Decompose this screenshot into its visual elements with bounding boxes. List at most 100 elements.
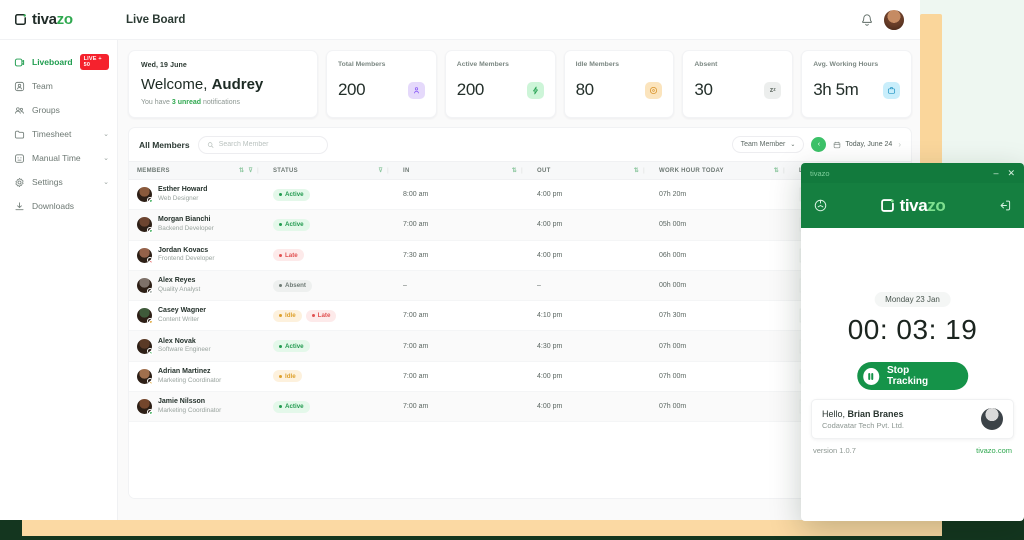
member-name: Esther Howard — [158, 186, 208, 194]
members-table: MEMBERS ⇅ ⊽ | STATUS ⊽ | IN ⇅ | OUT ⇅ | WORK HOU… — [129, 161, 911, 423]
cell-work-hour: 07h 00m — [651, 391, 791, 423]
timesheet-icon — [14, 130, 25, 139]
sidebar-item-liveboard[interactable]: Liveboard LIVE + 50 — [0, 50, 117, 74]
column-label: WORK HOUR TODAY — [659, 167, 724, 174]
avatar[interactable] — [137, 338, 153, 355]
stop-tracking-button[interactable]: Stop Tracking — [856, 362, 969, 390]
team-member-select[interactable]: Team Member ⌄ — [731, 136, 805, 153]
chevron-down-icon: ⌄ — [103, 131, 109, 138]
status-badge-label: Active — [285, 403, 304, 411]
widget-logo-text: tivazo — [899, 195, 946, 215]
column-tools[interactable]: ⊽ | — [378, 167, 389, 175]
sidebar-item-timesheet[interactable]: Timesheet ⌄ — [0, 122, 117, 146]
sidebar-item-manual-time[interactable]: Manual Time ⌄ — [0, 146, 117, 170]
presence-dot — [149, 320, 153, 325]
status-badge: Absent — [273, 279, 312, 292]
widget-titlebar[interactable]: tivazo – ✕ — [801, 163, 1024, 183]
avatar[interactable] — [137, 217, 153, 234]
cell-in: 7:00 am — [395, 361, 529, 393]
stop-tracking-label: Stop Tracking — [887, 365, 929, 387]
column-header-work-hour-today[interactable]: WORK HOUR TODAY ⇅ | — [651, 161, 791, 180]
chevron-down-icon: ⌄ — [790, 142, 796, 148]
stat-label: Absent — [694, 61, 718, 68]
avatar[interactable] — [137, 399, 153, 416]
top-bar-actions — [860, 9, 920, 30]
cell-out: 4:00 pm — [529, 209, 651, 241]
settings-gear-icon — [15, 177, 24, 187]
sidebar-item-team[interactable]: Team — [0, 74, 117, 98]
download-icon — [15, 201, 24, 210]
cell-out: 4:10 pm — [529, 300, 651, 332]
avatar[interactable] — [884, 9, 904, 30]
welcome-subtitle: You have 3 unread notifications — [141, 99, 305, 106]
close-icon[interactable]: ✕ — [1007, 167, 1015, 178]
sidebar-item-label: Liveboard — [32, 57, 73, 67]
member-role: Frontend Developer — [158, 255, 215, 263]
avatar[interactable] — [137, 247, 153, 264]
table-row[interactable]: Morgan Bianchi Backend Developer Active 7:0… — [129, 209, 911, 241]
status-badge: Active — [273, 400, 310, 413]
cell-in: 7:00 am — [395, 391, 529, 423]
logo-icon — [880, 199, 894, 212]
chevron-down-icon: ⌄ — [103, 155, 109, 162]
date-selector-label: Today, June 24 — [845, 141, 893, 148]
member-name: Alex Novak — [158, 337, 196, 345]
column-label: MEMBERS — [137, 167, 170, 174]
app-logo[interactable]: tivazo — [0, 11, 118, 28]
cell-work-hour: 06h 00m — [651, 240, 791, 271]
calendar-icon — [834, 141, 841, 148]
column-header-members[interactable]: MEMBERS ⇅ ⊽ | — [129, 161, 265, 180]
table-row[interactable]: Jamie Nilsson Marketing Coordinator Active… — [129, 391, 911, 423]
widget-logo: tivazo — [801, 196, 1024, 216]
column-label: IN — [403, 167, 410, 174]
column-header-status[interactable]: STATUS ⊽ | — [265, 161, 395, 180]
column-tools[interactable]: ⇅ | — [773, 167, 785, 175]
sidebar-item-settings[interactable]: Settings ⌄ — [0, 170, 117, 194]
pause-icon — [862, 367, 880, 385]
live-badge: LIVE + 50 — [79, 54, 109, 70]
status-badge: Idle — [273, 309, 302, 322]
column-tools[interactable]: ⇅ ⊽ | — [238, 167, 259, 175]
prev-day-button[interactable]: ‹ — [811, 137, 827, 152]
member-name: Jamie Nilsson — [158, 398, 206, 406]
avatar[interactable] — [137, 368, 153, 385]
search-box[interactable] — [197, 135, 328, 154]
minimize-icon[interactable]: – — [993, 168, 999, 178]
globe-icon[interactable] — [813, 198, 828, 213]
members-icon — [407, 81, 425, 99]
logout-icon[interactable] — [997, 198, 1012, 213]
column-header-in[interactable]: IN ⇅ | — [395, 161, 529, 180]
avatar[interactable] — [981, 408, 1003, 430]
chevron-right-icon[interactable]: › — [898, 140, 901, 149]
avatar[interactable] — [137, 308, 153, 325]
bell-icon[interactable] — [860, 13, 874, 27]
table-row[interactable]: Casey Wagner Content Writer Idle Late 7:00 a… — [129, 300, 911, 332]
clock-idle-icon — [645, 81, 663, 99]
cell-status: Active — [265, 391, 395, 423]
table-row[interactable]: Alex Novak Software Engineer Active 7:00 am… — [129, 330, 911, 362]
search-input[interactable] — [218, 141, 319, 148]
table-row[interactable]: Adrian Martinez Marketing Coordinator Idle… — [129, 361, 911, 393]
widget-brand-bar: tivazo — [801, 183, 1024, 228]
column-header-out[interactable]: OUT ⇅ | — [529, 161, 651, 180]
status-badge: Late — [273, 249, 304, 262]
presence-dot — [149, 229, 153, 234]
briefcase-icon — [882, 81, 900, 99]
table-row[interactable]: Esther Howard Web Designer Active 8:00 am 4:… — [129, 179, 911, 211]
date-selector[interactable]: Today, June 24 › — [833, 140, 901, 149]
column-tools[interactable]: ⇅ | — [633, 167, 645, 175]
avatar[interactable] — [137, 187, 153, 204]
sidebar-item-downloads[interactable]: Downloads — [0, 194, 117, 218]
filter-icon[interactable]: ⊽ — [378, 168, 384, 174]
hello-prefix: Hello, — [822, 408, 848, 419]
widget-version-row: version 1.0.7 tivazo.com — [811, 446, 1014, 455]
sidebar-item-groups[interactable]: Groups — [0, 98, 117, 122]
table-row[interactable]: Alex Reyes Quality Analyst Absent – –00h 00m — [129, 270, 911, 302]
avatar[interactable] — [137, 278, 153, 295]
column-tools[interactable]: ⇅ | — [511, 167, 523, 175]
table-row[interactable]: Jordan Kovacs Frontend Developer Late 7:30 … — [129, 240, 911, 271]
filter-icon[interactable]: ⊽ — [248, 168, 254, 174]
widget-website-link[interactable]: tivazo.com — [976, 446, 1012, 455]
